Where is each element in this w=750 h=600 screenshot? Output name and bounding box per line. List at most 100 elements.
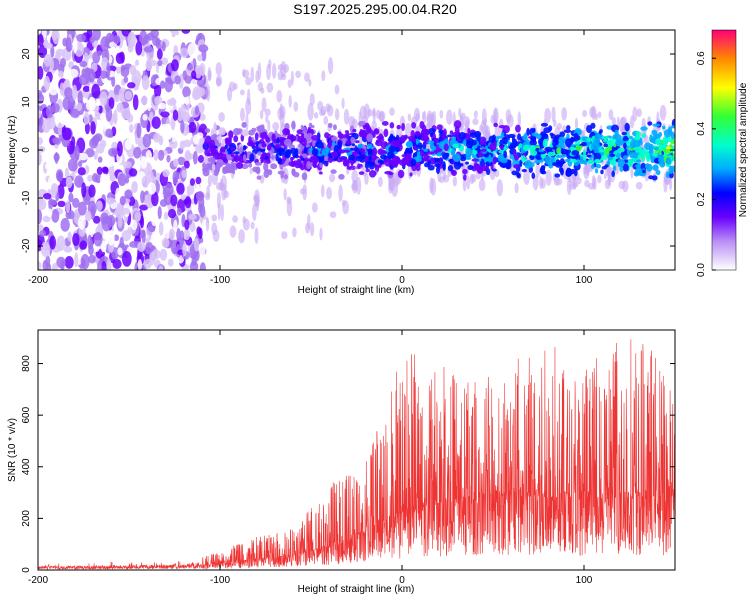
spectrogram-cell bbox=[240, 89, 245, 96]
snr-ylabel: SNR (10 * v/v) bbox=[7, 418, 18, 482]
spectrogram-cell bbox=[106, 214, 116, 227]
spectrogram-cell bbox=[77, 201, 87, 216]
spectrogram-cell bbox=[652, 164, 659, 171]
spectrogram-cell bbox=[161, 123, 171, 131]
spectrogram-cell bbox=[545, 169, 552, 186]
spectrogram-cell bbox=[116, 141, 123, 157]
spectrogram-cell bbox=[49, 86, 58, 96]
spectrogram-cell bbox=[142, 133, 152, 148]
spectrogram-cell bbox=[191, 70, 197, 79]
spectrogram-cell bbox=[594, 168, 599, 174]
spectrogram-cell bbox=[309, 222, 315, 237]
spectrogram-cell bbox=[147, 96, 152, 112]
spectrogram-cell bbox=[648, 148, 654, 155]
spectrogram-cell bbox=[156, 48, 163, 60]
spectrogram-cell bbox=[92, 215, 101, 224]
spectrogram-cell bbox=[367, 143, 373, 149]
spectrogram-cell bbox=[100, 70, 107, 80]
spectrogram-cell bbox=[46, 118, 56, 130]
spectrogram-cell bbox=[505, 161, 512, 170]
spectrogram-cell bbox=[63, 246, 73, 253]
spectrogram-cell bbox=[273, 139, 278, 144]
colorbar: 0.0 0.2 0.4 0.6 Normalized spectral amplitu… bbox=[696, 29, 749, 277]
spectrogram-cell bbox=[194, 105, 199, 116]
spectrogram-cell bbox=[171, 131, 177, 143]
spectrogram-cell bbox=[230, 146, 236, 151]
spectrogram-cell bbox=[493, 140, 497, 148]
spectrogram-cell bbox=[554, 173, 561, 178]
spectrogram-cell bbox=[145, 150, 152, 162]
spectrogram-cell bbox=[242, 68, 246, 78]
spectrogram-cell bbox=[442, 174, 450, 183]
spectrogram-cell bbox=[99, 173, 110, 187]
spectrogram-cell bbox=[205, 216, 210, 232]
spectrogram-cell bbox=[529, 144, 536, 152]
spectrogram-cell bbox=[198, 242, 206, 257]
spectrogram-cell bbox=[580, 129, 586, 138]
spectrogram-cell bbox=[141, 175, 150, 188]
spectrogram-cell bbox=[76, 102, 82, 112]
spectrogram-cell bbox=[574, 117, 579, 131]
spectrogram-cell bbox=[65, 211, 72, 220]
spectrogram-cell bbox=[188, 213, 197, 221]
spectrogram-cell bbox=[341, 97, 345, 109]
spectrogram-cell bbox=[169, 139, 178, 149]
spectrogram-cell bbox=[529, 154, 535, 161]
spectrogram-cell bbox=[101, 260, 107, 270]
x-tick-label: -200 bbox=[28, 275, 48, 286]
spectrogram-cell bbox=[423, 152, 429, 162]
spectrogram-cell bbox=[252, 203, 257, 221]
spectrogram-cell bbox=[350, 136, 356, 144]
spectrogram-cell bbox=[530, 150, 538, 156]
spectrogram-cell bbox=[321, 148, 328, 156]
spectrogram-cell bbox=[646, 154, 651, 163]
spectrogram-cell bbox=[272, 122, 280, 131]
spectrogram-cell bbox=[573, 132, 579, 142]
spectrogram-cell bbox=[431, 110, 437, 127]
spectrogram-cell bbox=[306, 133, 314, 142]
spectrogram-cell bbox=[89, 36, 95, 43]
spectrogram-cell bbox=[306, 161, 311, 170]
spectrogram-cell bbox=[436, 124, 443, 131]
spectrogram-cell bbox=[193, 237, 200, 252]
spectrogram-cell bbox=[670, 131, 675, 141]
spectrogram-cell bbox=[442, 164, 446, 171]
spectrogram-cell bbox=[158, 265, 164, 270]
spectrogram-cell bbox=[198, 113, 206, 121]
spectrogram-cell bbox=[197, 54, 203, 62]
spectrogram-cell bbox=[542, 138, 548, 148]
spectrogram-cell bbox=[72, 37, 78, 54]
spectrogram-cell bbox=[180, 47, 189, 58]
spectrogram-cell bbox=[517, 111, 521, 128]
spectrogram-cell bbox=[535, 152, 543, 161]
spectrogram-cell bbox=[553, 176, 560, 187]
spectrogram-cell bbox=[92, 134, 100, 144]
spectrogram-cell bbox=[151, 214, 158, 227]
colorbar-label: Normalized spectral amplitude bbox=[738, 82, 749, 217]
spectrogram-cell bbox=[135, 111, 141, 120]
spectrogram-cell bbox=[172, 170, 179, 185]
spectrogram-cell bbox=[514, 182, 519, 194]
spectrogram-cell bbox=[241, 129, 249, 137]
spectrogram-cell bbox=[139, 38, 149, 45]
spectrogram-cell bbox=[97, 156, 103, 163]
spectrogram-cell bbox=[233, 135, 239, 143]
spectrogram-cell bbox=[88, 184, 96, 198]
spectrogram-cell bbox=[583, 159, 588, 166]
spectrogram-cell bbox=[417, 142, 423, 150]
spectrogram-cell bbox=[617, 147, 625, 153]
spectrogram-cell bbox=[291, 168, 295, 174]
spectrogram-cell bbox=[628, 136, 634, 140]
spectrogram-cell bbox=[276, 90, 283, 103]
snr-series-line bbox=[38, 339, 675, 570]
x-tick-label: -100 bbox=[210, 275, 230, 286]
spectrogram-cell bbox=[249, 167, 253, 175]
spectrogram-cell bbox=[630, 164, 634, 179]
spectrogram-cell bbox=[344, 130, 349, 134]
spectrogram-cell bbox=[438, 129, 444, 134]
spectrogram-cell bbox=[320, 184, 325, 198]
spectrogram-cell bbox=[494, 125, 500, 140]
spectrogram-cell bbox=[266, 82, 274, 93]
spectrogram-cell bbox=[550, 159, 555, 163]
spectrogram-cell bbox=[183, 227, 191, 241]
